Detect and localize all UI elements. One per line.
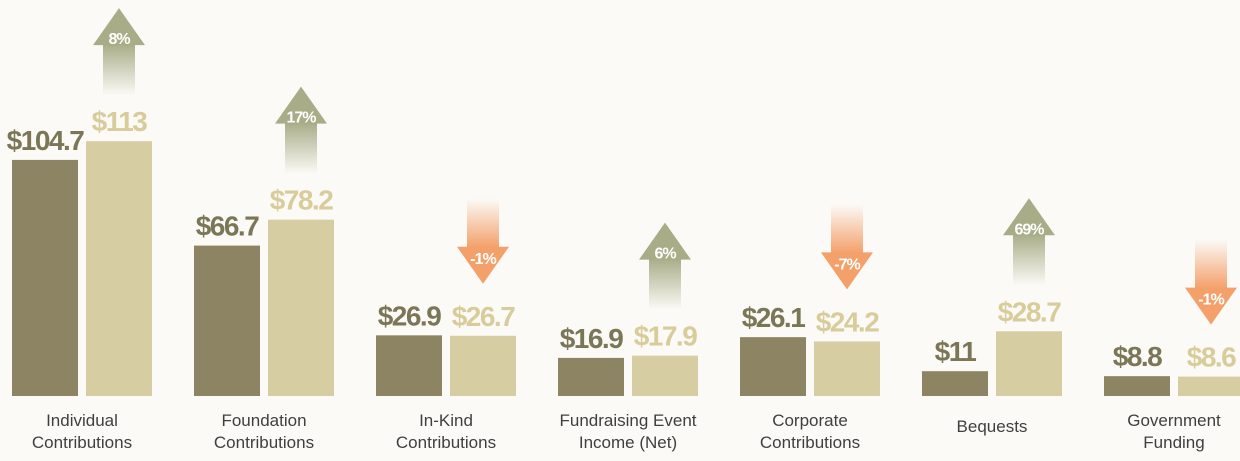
bar [376,335,442,396]
bar [450,335,516,396]
bar [558,357,624,396]
category-label: Individual Contributions [31,411,133,452]
change-label: 17% [286,110,316,127]
arrow-head [1003,198,1055,236]
bar [1178,376,1240,396]
category-label: Corporate Contributions [759,411,861,452]
value-label: $26.7 [452,301,515,332]
change-label: 8% [108,31,130,48]
arrow-head [821,252,873,290]
bar [268,219,334,396]
arrow-shaft [103,44,135,96]
arrow-head [93,8,145,46]
value-label: $26.9 [378,300,441,331]
bar [814,341,880,396]
arrow-head [457,246,509,284]
arrow-head [275,86,327,124]
change-label: -7% [834,256,860,273]
bar [632,355,698,396]
value-label: $16.9 [560,323,623,354]
value-label: $8.6 [1187,342,1236,373]
value-label: $28.7 [998,296,1061,327]
bar [922,371,988,396]
value-label: $78.2 [270,185,333,216]
arrow-shaft [831,204,863,254]
arrow-shaft [467,198,499,248]
arrow-shaft [285,122,317,174]
category-label: Government Funding [1127,411,1221,452]
category-label: Bequests [956,417,1028,436]
category-label: Foundation Contributions [213,411,315,452]
bar [194,245,260,396]
value-label: $11 [935,336,977,367]
bar [996,331,1062,396]
arrow-shaft [649,258,681,310]
arrow-shaft [1013,234,1045,286]
change-label: 6% [654,246,676,263]
arrow-head [639,222,691,260]
value-label: $66.7 [196,211,259,242]
bar [1104,376,1170,396]
change-label: 69% [1014,221,1044,238]
value-label: $104.7 [7,125,85,156]
value-label: $113 [92,106,148,137]
bar [86,141,152,396]
change-label: -1% [470,251,496,268]
value-label: $24.2 [816,306,879,337]
bar [12,159,78,396]
arrow-shaft [1195,239,1227,289]
change-label: -1% [1198,292,1224,309]
value-label: $8.8 [1113,341,1162,372]
bar [740,337,806,396]
value-label: $26.1 [742,302,805,333]
category-label: In-Kind Contributions [395,411,497,452]
category-label: Fundraising Event Income (Net) [559,411,697,452]
value-label: $17.9 [634,321,697,352]
arrow-head [1185,287,1237,325]
